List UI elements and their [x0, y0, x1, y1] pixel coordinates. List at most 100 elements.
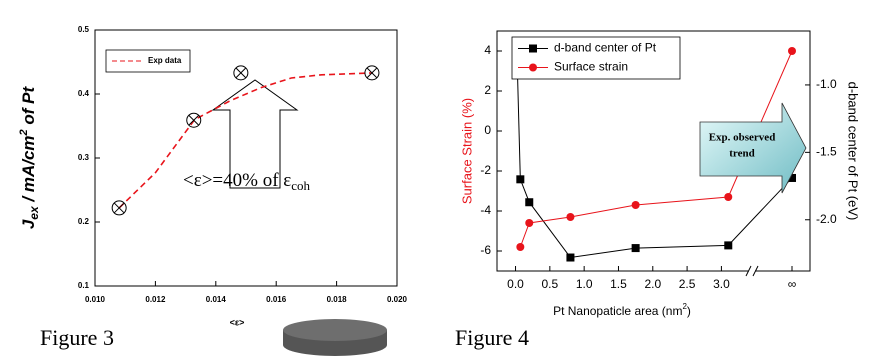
- axis-break: [745, 265, 752, 277]
- marker: [525, 198, 534, 207]
- label-part: 2: [18, 129, 30, 136]
- annotation: <ε>=40% of εcoh: [183, 170, 311, 193]
- x-tick-label: 0.018: [327, 295, 348, 304]
- marker-square: [566, 253, 575, 262]
- label-part: 2: [682, 302, 687, 311]
- x-tick-label: 1.0: [576, 277, 593, 291]
- legend-box: [105, 49, 191, 73]
- marker-square: [525, 198, 534, 207]
- y-tick-label: 0.5: [78, 25, 90, 34]
- x-axis-label: <ε>: [230, 317, 245, 327]
- label-part: / mA/cm: [19, 135, 38, 206]
- x-tick-label: 0.0: [507, 277, 524, 291]
- x-tick-label: 2.5: [679, 277, 696, 291]
- marker-cross: [366, 67, 378, 79]
- marker-dot: [788, 47, 796, 55]
- marker: [364, 65, 380, 81]
- marker: [788, 47, 796, 55]
- plot-frame: [496, 30, 811, 272]
- y-tick-label: 0: [484, 123, 491, 137]
- x-tick-label: 0.016: [266, 295, 287, 304]
- marker: [788, 173, 796, 182]
- label-part: of Pt: [19, 86, 38, 130]
- x-tick-label: 1.5: [610, 277, 627, 291]
- label-part: Pt Nanopaticle area (nm: [553, 304, 682, 318]
- x-tick-label: 0.014: [206, 295, 227, 304]
- marker-circle: [186, 112, 202, 128]
- y-tick-label: 0.3: [78, 153, 90, 162]
- marker-cross: [113, 202, 125, 214]
- caption: Figure 4: [455, 325, 529, 350]
- y-tick-label: -6: [480, 243, 491, 257]
- x-tick-label: 0.012: [145, 295, 166, 304]
- marker: [186, 112, 202, 128]
- marker: [566, 253, 575, 262]
- marker-square: [788, 173, 796, 182]
- y2-tick-label: -1.5: [816, 145, 837, 159]
- marker-dot: [529, 63, 537, 72]
- marker: [529, 44, 537, 53]
- annotation-part: coh: [291, 178, 310, 193]
- x-tick-label: 3.0: [713, 277, 730, 291]
- marker-square: [631, 244, 640, 253]
- y-axis-label: Surface Strain (%): [459, 98, 474, 204]
- legend-label: Surface strain: [554, 60, 628, 74]
- label-part: ex: [27, 205, 41, 220]
- y-tick-label: 2: [484, 83, 491, 97]
- caption: Figure 3: [40, 325, 114, 350]
- annotation: trend: [729, 148, 754, 160]
- marker-dot: [631, 201, 640, 209]
- marker-circle: [111, 200, 127, 216]
- marker-square: [529, 44, 537, 53]
- axis-break: [752, 265, 759, 277]
- marker: [233, 65, 249, 81]
- marker-dot: [525, 219, 534, 227]
- marker: [516, 175, 525, 184]
- y-tick-label: 0.2: [78, 217, 90, 226]
- marker-dot: [724, 193, 733, 201]
- marker-square: [724, 241, 733, 250]
- marker: [516, 243, 525, 251]
- y-tick-label: 0.1: [78, 281, 90, 290]
- label-part: J: [19, 219, 38, 229]
- legend-label: d-band center of Pt: [554, 41, 657, 55]
- x-axis-label: Pt Nanopaticle area (nm2): [553, 302, 691, 318]
- x-tick-label: 0.5: [541, 277, 558, 291]
- marker: [631, 201, 640, 209]
- x-tick-label: 0.020: [387, 295, 408, 304]
- arrow: [211, 79, 299, 189]
- x-tick-label: 0.010: [85, 295, 106, 304]
- marker: [566, 213, 575, 221]
- y2-axis-label: d-band center of Pt (eV): [846, 82, 861, 221]
- marker: [529, 63, 537, 72]
- axis-break-gap: [749, 267, 755, 275]
- x-tick-label: ∞: [788, 277, 797, 291]
- series-line: [118, 72, 373, 209]
- marker: [525, 219, 534, 227]
- y2-tick-label: -2.0: [816, 212, 837, 226]
- marker-cross: [235, 67, 247, 79]
- marker-cross: [188, 114, 200, 126]
- marker-dot: [516, 243, 525, 251]
- y-axis-label: Jex / mA/cm2 of Pt: [18, 86, 41, 230]
- marker: [111, 200, 127, 216]
- annotation: Exp. observed: [709, 132, 776, 144]
- annotation-part: <ε>=40% of ε: [183, 170, 291, 191]
- y-tick-label: -4: [480, 203, 491, 217]
- y-tick-label: 0.4: [78, 89, 90, 98]
- marker-circle: [364, 65, 380, 81]
- marker-square: [516, 175, 525, 184]
- y2-tick-label: -1.0: [816, 77, 837, 91]
- label-part: ): [687, 304, 691, 318]
- marker: [724, 241, 733, 250]
- marker: [724, 193, 733, 201]
- marker: [631, 244, 640, 253]
- marker-dot: [566, 213, 575, 221]
- legend-box: [511, 36, 681, 80]
- y-tick-label: 4: [484, 43, 491, 57]
- x-tick-label: 2.0: [644, 277, 661, 291]
- marker-circle: [233, 65, 249, 81]
- disk-top: [283, 319, 387, 341]
- arrow: [699, 102, 807, 194]
